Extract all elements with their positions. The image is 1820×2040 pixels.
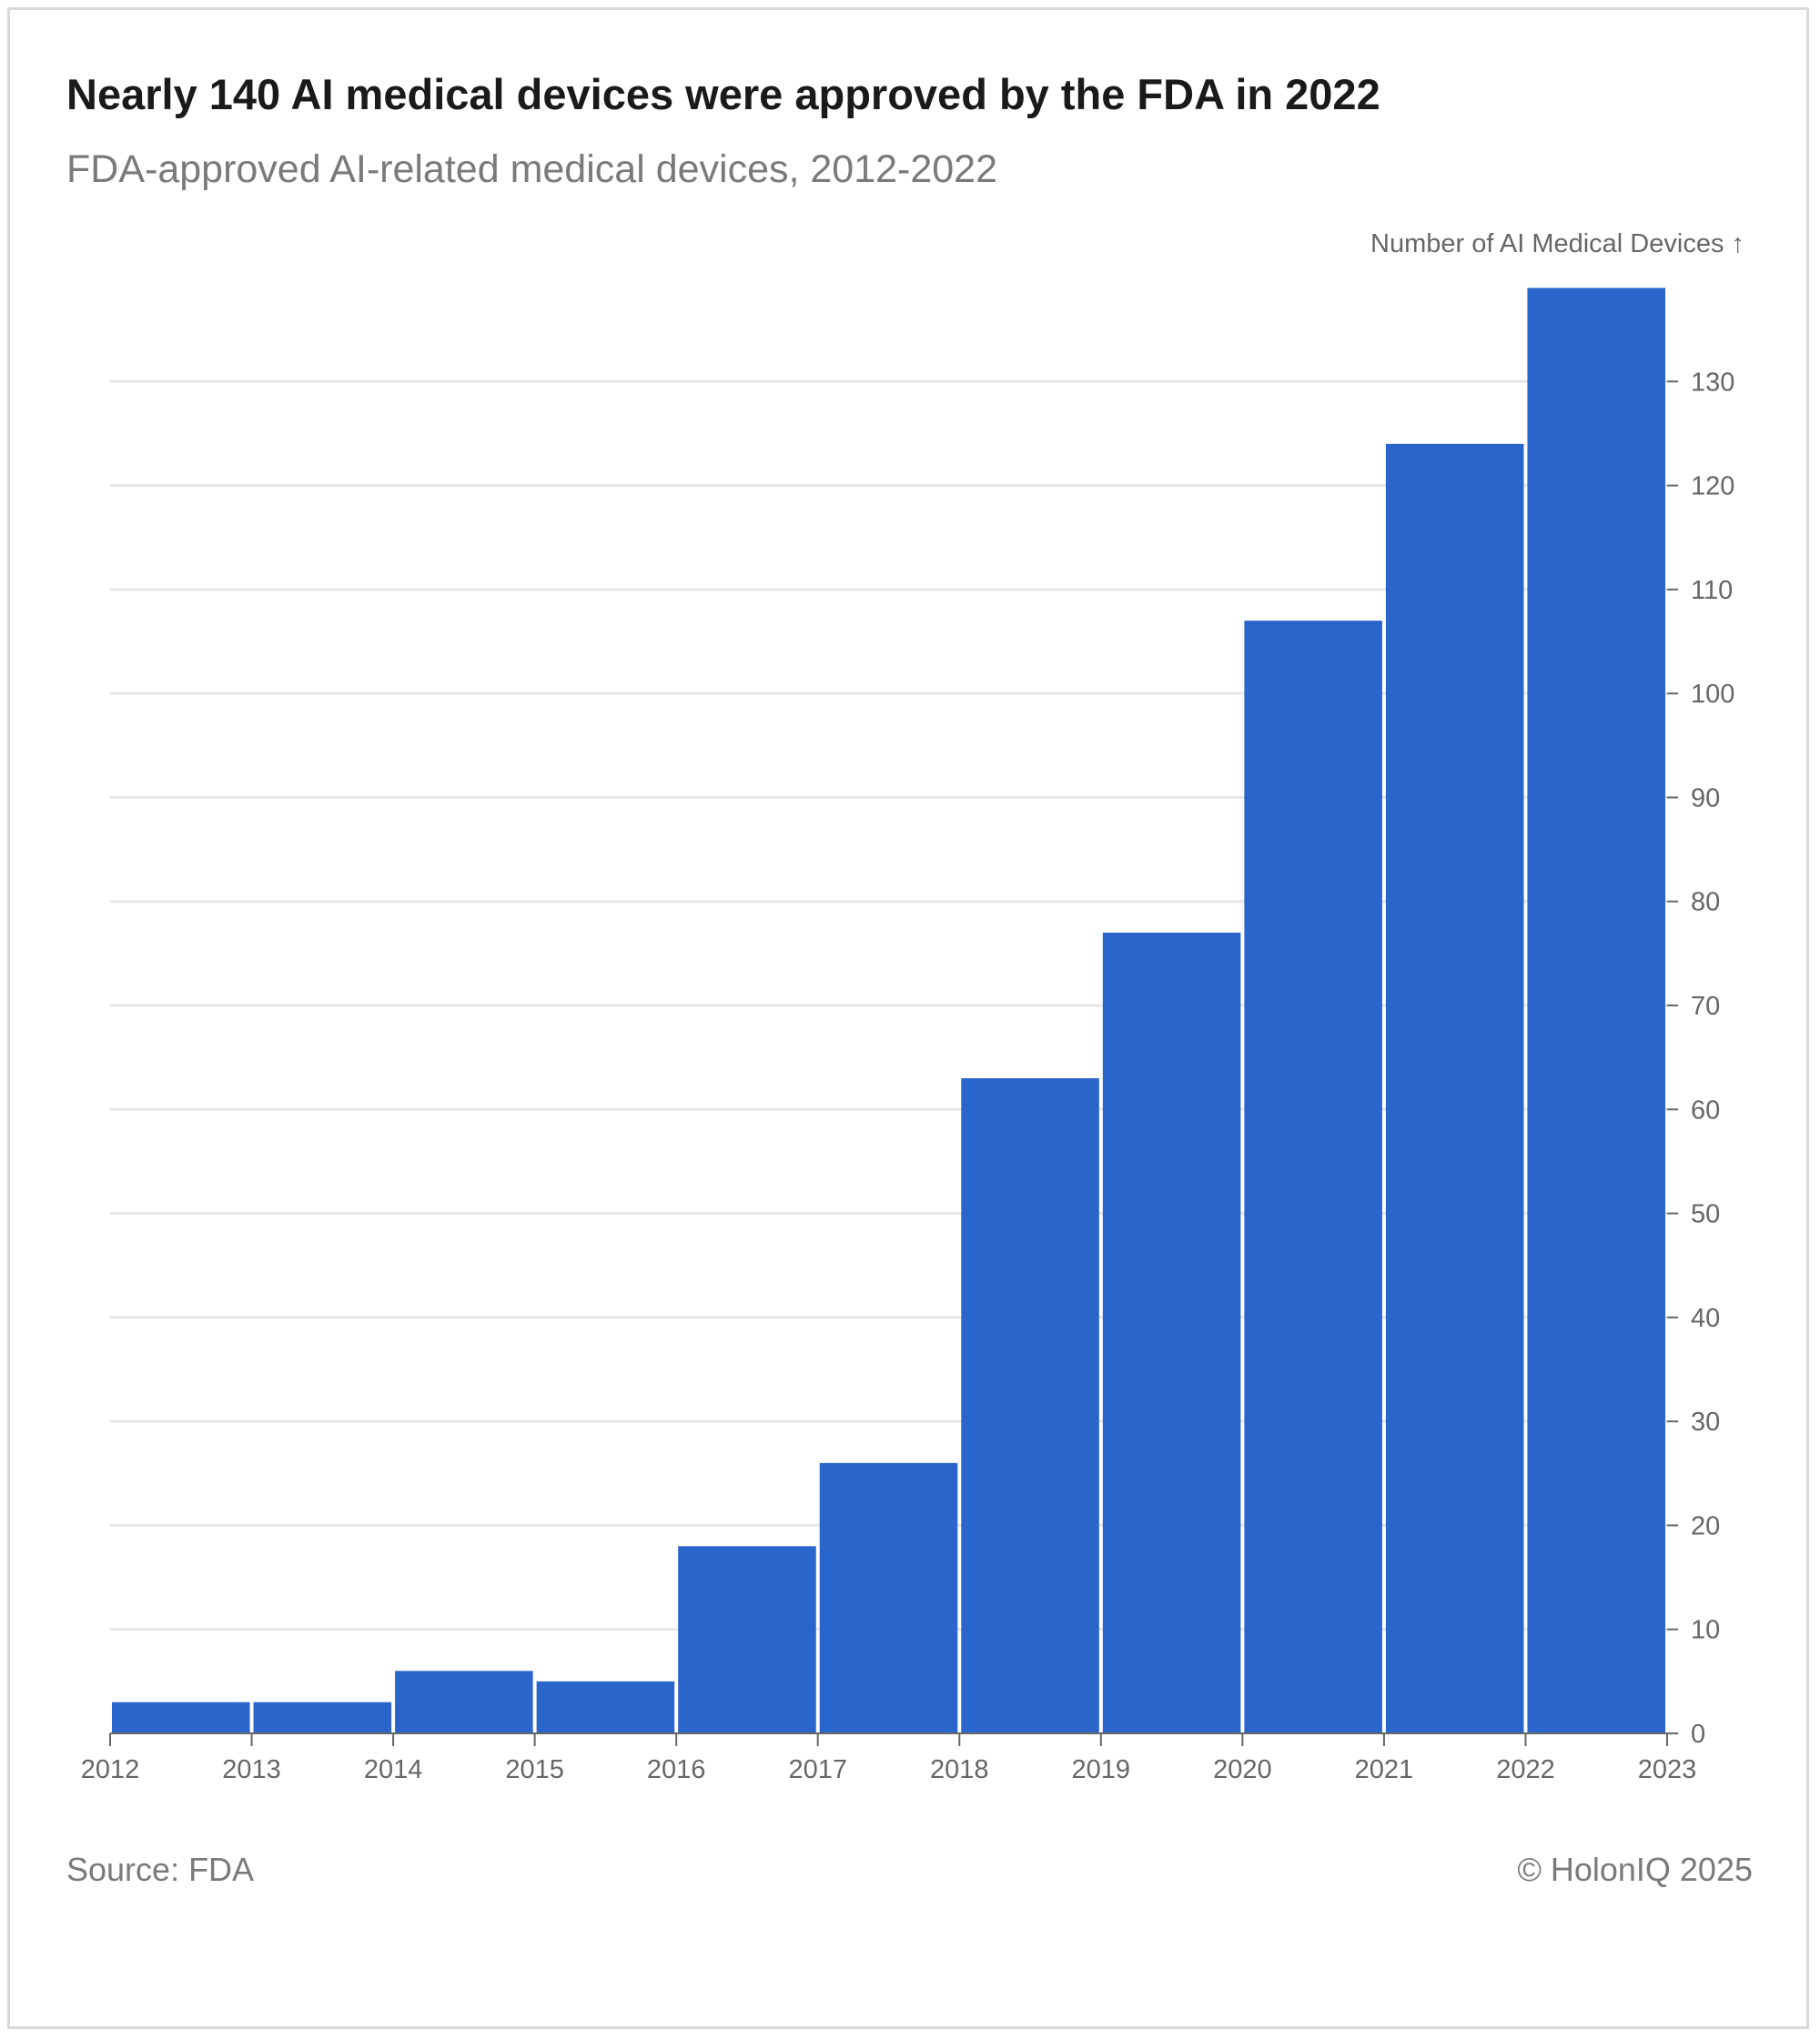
- y-tick-label: 120: [1691, 472, 1734, 501]
- source-note: Source: FDA: [66, 1851, 255, 1888]
- bar-2018: [961, 1078, 1099, 1733]
- x-tick-label: 2019: [1072, 1755, 1131, 1784]
- y-tick-label: 10: [1691, 1616, 1720, 1645]
- bar-2014: [395, 1671, 533, 1733]
- y-axis-label: Number of AI Medical Devices ↑: [1370, 229, 1744, 258]
- y-tick-label: 30: [1691, 1408, 1720, 1437]
- bar-2022: [1527, 288, 1665, 1733]
- x-tick-label: 2014: [364, 1755, 423, 1784]
- copyright-credit: © HolonIQ 2025: [1517, 1851, 1753, 1888]
- chart-subtitle: FDA-approved AI-related medical devices,…: [66, 147, 998, 191]
- bar-2012: [112, 1702, 250, 1733]
- y-tick-label: 0: [1691, 1720, 1705, 1749]
- x-tick-label: 2016: [647, 1755, 706, 1784]
- bar-2013: [253, 1702, 392, 1733]
- axes: 0 10 20 30 40 50 60 70 80 90 100 110 120 130 2012 2013 2…: [81, 368, 1735, 1784]
- chart-plot: 0 10 20 30 40 50 60 70 80 90 100 110 120 130 2012 2013 2…: [81, 229, 1744, 1784]
- x-tick-label: 2017: [788, 1755, 847, 1784]
- x-tick-label: 2020: [1213, 1755, 1272, 1784]
- x-tick-label: 2013: [222, 1755, 281, 1784]
- bar-2020: [1244, 621, 1382, 1734]
- x-tick-label: 2018: [930, 1755, 989, 1784]
- y-tick-label: 110: [1691, 576, 1733, 605]
- bar-2015: [536, 1681, 675, 1733]
- y-tick-label: 80: [1691, 888, 1720, 917]
- x-tick-label: 2021: [1355, 1755, 1414, 1784]
- x-tick-label: 2023: [1638, 1755, 1697, 1784]
- x-tick-label: 2022: [1496, 1755, 1555, 1784]
- bar-2021: [1385, 443, 1524, 1733]
- y-tick-label: 20: [1691, 1511, 1720, 1540]
- y-tick-label: 90: [1691, 783, 1720, 813]
- bars: [112, 288, 1665, 1734]
- y-tick-label: 40: [1691, 1304, 1720, 1333]
- y-tick-label: 100: [1691, 680, 1734, 709]
- bar-2016: [678, 1546, 816, 1733]
- y-tick-label: 60: [1691, 1096, 1720, 1125]
- bar-2017: [819, 1462, 958, 1733]
- bar-2019: [1102, 933, 1241, 1733]
- chart-title: Nearly 140 AI medical devices were appro…: [66, 70, 1380, 118]
- x-tick-label: 2015: [505, 1755, 564, 1784]
- y-tick-label: 50: [1691, 1200, 1720, 1229]
- y-tick-label: 70: [1691, 992, 1720, 1021]
- x-tick-label: 2012: [81, 1755, 140, 1784]
- y-tick-label: 130: [1691, 368, 1734, 397]
